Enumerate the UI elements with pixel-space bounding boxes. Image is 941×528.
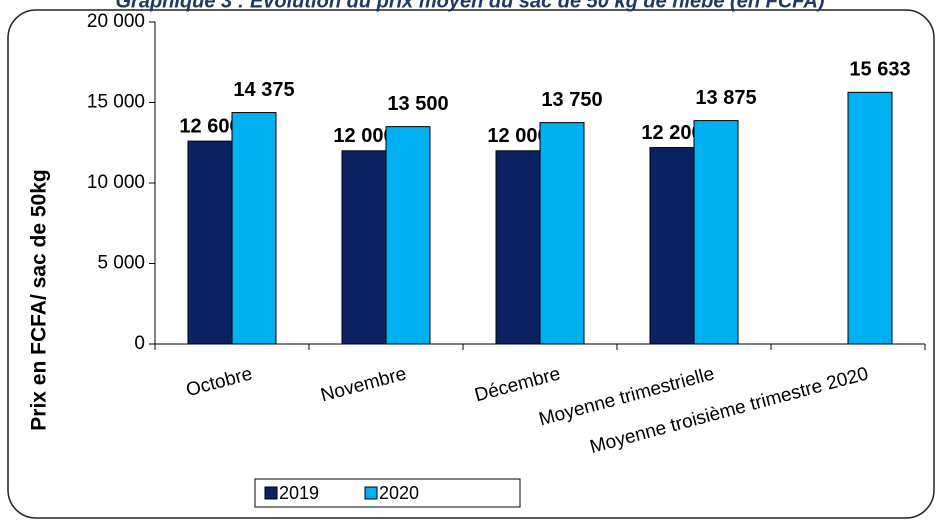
- data-label: 12 200: [641, 122, 702, 144]
- y-axis-label: Prix en FCFA/ sac de 50kg: [28, 169, 51, 430]
- data-label: 12 000: [487, 125, 548, 147]
- data-label: 13 500: [387, 93, 448, 115]
- bar: [495, 150, 541, 345]
- data-label: 13 750: [541, 89, 602, 111]
- data-label: 15 633: [849, 59, 910, 81]
- data-label: 13 875: [695, 87, 756, 109]
- data-label: 12 000: [333, 125, 394, 147]
- bar: [539, 122, 585, 345]
- legend-label: 2020: [379, 483, 419, 503]
- frame: [7, 9, 935, 519]
- data-label: 14 375: [233, 79, 294, 101]
- legend-box: [254, 478, 521, 508]
- y-tick-label: 10 000: [87, 172, 145, 193]
- bar: [847, 91, 893, 345]
- y-tick-label: 0: [134, 333, 145, 354]
- bar: [693, 120, 739, 345]
- chart-title: Graphique 3 : Evolution du prix moyen du…: [115, 0, 824, 12]
- y-tick-label: 5 000: [97, 253, 145, 274]
- legend-label: 2019: [279, 483, 319, 503]
- bar: [385, 126, 431, 345]
- legend-swatch: [264, 486, 278, 500]
- bar: [187, 140, 233, 345]
- data-label: 12 600: [179, 115, 240, 137]
- bar: [231, 112, 277, 345]
- legend-swatch: [364, 486, 378, 500]
- bar: [649, 147, 695, 345]
- y-tick-label: 15 000: [87, 92, 145, 113]
- y-tick-label: 20 000: [87, 11, 145, 32]
- bar: [341, 150, 387, 345]
